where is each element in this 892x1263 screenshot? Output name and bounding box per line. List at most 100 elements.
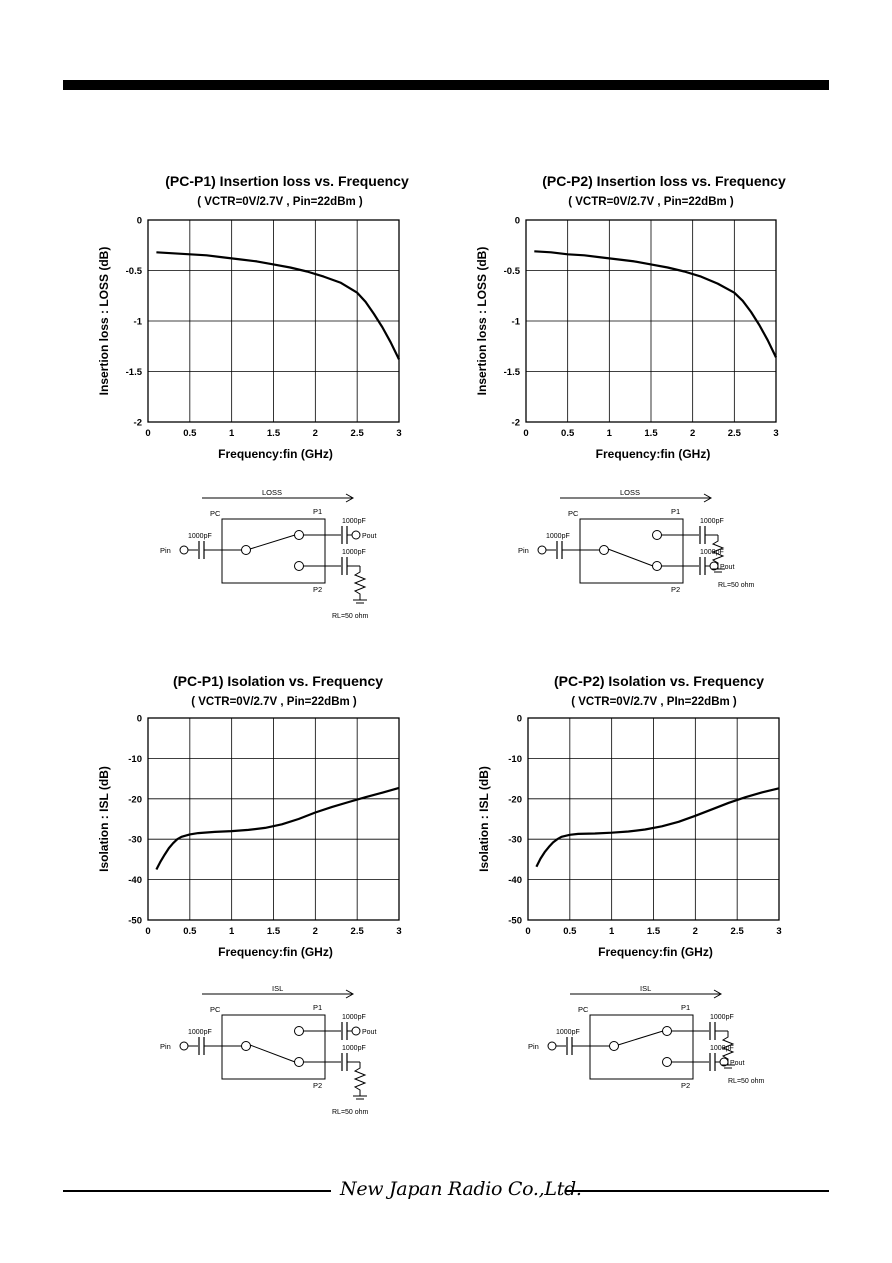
- arrow-label: LOSS: [620, 488, 640, 497]
- x-tick-label: 3: [776, 926, 781, 937]
- x-tick-label: 0.5: [561, 428, 575, 439]
- y-tick-label: -2: [134, 418, 142, 429]
- y-tick-label: -1: [512, 317, 521, 328]
- switch-arm: [249, 1044, 296, 1063]
- input-label: Pin: [518, 546, 529, 555]
- switch-arm: [617, 1030, 664, 1046]
- capacitor-label: 1000pF: [342, 1014, 366, 1021]
- port-label-p2: P2: [681, 1081, 690, 1090]
- x-tick-label: 2.5: [351, 926, 365, 937]
- load-resistor: [353, 1062, 367, 1096]
- y-tick-label: 0: [137, 714, 142, 725]
- port-label-p1: P1: [313, 507, 322, 516]
- series-line: [535, 787, 780, 868]
- chart-condition: ( VCTR=0V/2.7V , Pin=22dBm ): [197, 196, 363, 208]
- output-label: Pout: [730, 1060, 744, 1067]
- y-tick-label: -30: [508, 835, 522, 846]
- chart-condition: ( VCTR=0V/2.7V , PIn=22dBm ): [571, 696, 737, 708]
- plot-frame: [527, 717, 780, 921]
- y-tick-label: -2: [512, 418, 520, 429]
- series-line: [155, 786, 400, 871]
- y-tick-label: -10: [128, 754, 142, 765]
- y-tick-label: 0: [517, 714, 522, 725]
- port-label-p1: P1: [671, 507, 680, 516]
- chart-title: (PC-P2) Isolation vs. Frequency: [553, 673, 765, 689]
- chart-title: (PC-P1) Isolation vs. Frequency: [172, 673, 384, 689]
- input-port: [179, 1041, 189, 1051]
- y-axis-label: Isolation : ISL (dB): [477, 766, 491, 872]
- x-tick-label: 2: [313, 428, 318, 439]
- x-tick-label: 0: [145, 428, 150, 439]
- chart-title: (PC-P2) Insertion loss vs. Frequency: [542, 173, 786, 189]
- arrow-label: ISL: [640, 984, 651, 993]
- y-axis-label: Isolation : ISL (dB): [97, 766, 111, 872]
- switch-common: [609, 1041, 619, 1051]
- capacitor-label: 1000pF: [710, 1045, 734, 1052]
- switch-arm: [607, 548, 654, 567]
- arrow-head: [345, 989, 355, 999]
- y-tick-label: -0.5: [126, 266, 143, 277]
- y-tick-label: -10: [508, 754, 522, 765]
- x-tick-label: 3: [396, 428, 401, 439]
- switch-box: [589, 1014, 694, 1080]
- capacitor-label: 1000pF: [342, 549, 366, 556]
- port-label-p1: P1: [681, 1003, 690, 1012]
- capacitor-label: 1000pF: [546, 533, 570, 540]
- port-label-pc: PC: [210, 509, 221, 518]
- x-tick-label: 1: [609, 926, 615, 937]
- chart-condition: ( VCTR=0V/2.7V , Pin=22dBm ): [191, 696, 357, 708]
- plot-frame: [147, 219, 400, 423]
- circuit-diagram: ISL PC P1 P2 Pin 1000pF 1000pF RL=50 ohm 1000pF P…: [528, 984, 765, 1090]
- footer-rule-left: [63, 1190, 331, 1192]
- output-port: [351, 1026, 361, 1036]
- x-tick-label: 0: [145, 926, 150, 937]
- y-tick-label: -0.5: [504, 266, 521, 277]
- capacitor-label: 1000pF: [342, 518, 366, 525]
- y-tick-label: -1.5: [504, 367, 521, 378]
- x-tick-label: 0: [525, 926, 530, 937]
- x-tick-label: 1: [229, 926, 235, 937]
- load-resistor: [711, 535, 725, 569]
- switch-box: [221, 1014, 326, 1080]
- input-label: Pin: [528, 1042, 539, 1051]
- y-tick-label: -40: [128, 875, 142, 886]
- arrow-head: [713, 989, 723, 999]
- y-tick-label: -1.5: [126, 367, 143, 378]
- top-rule: [63, 80, 829, 90]
- input-label: Pin: [160, 1042, 171, 1051]
- port-label-pc: PC: [568, 509, 579, 518]
- x-tick-label: 0.5: [183, 926, 197, 937]
- switch-throw-p1: [662, 1026, 672, 1036]
- plot-frame: [147, 717, 400, 921]
- switch-throw-p2: [662, 1057, 672, 1067]
- series-line: [534, 250, 777, 358]
- x-tick-label: 2: [693, 926, 698, 937]
- switch-common: [241, 545, 251, 555]
- x-tick-label: 0.5: [563, 926, 577, 937]
- output-label: Pout: [362, 533, 376, 540]
- footer-rule-right: [566, 1190, 829, 1192]
- x-tick-label: 3: [396, 926, 401, 937]
- capacitor-label: 1000pF: [700, 549, 724, 556]
- output-port: [709, 561, 719, 571]
- switch-box: [221, 518, 326, 584]
- y-axis-label: Insertion loss : LOSS (dB): [97, 247, 111, 396]
- load-resistor: [353, 566, 367, 600]
- capacitor-label: 1000pF: [700, 518, 724, 525]
- switch-common: [241, 1041, 251, 1051]
- x-tick-label: 2.5: [351, 428, 365, 439]
- switch-box: [579, 518, 684, 584]
- port-label-pc: PC: [578, 1005, 589, 1014]
- switch-throw-p1: [652, 530, 662, 540]
- x-tick-label: 2: [690, 428, 695, 439]
- capacitor-label: 1000pF: [188, 1029, 212, 1036]
- switch-throw-p2: [652, 561, 662, 571]
- arrow-head: [345, 493, 355, 503]
- series-line: [156, 251, 400, 360]
- company-logo: New Japan Radio Co.,Ltd.: [340, 1178, 582, 1200]
- y-tick-label: 0: [515, 216, 520, 227]
- switch-throw-p2: [294, 561, 304, 571]
- x-axis-label: Frequency:fin (GHz): [596, 447, 711, 461]
- capacitor-label: 1000pF: [342, 1045, 366, 1052]
